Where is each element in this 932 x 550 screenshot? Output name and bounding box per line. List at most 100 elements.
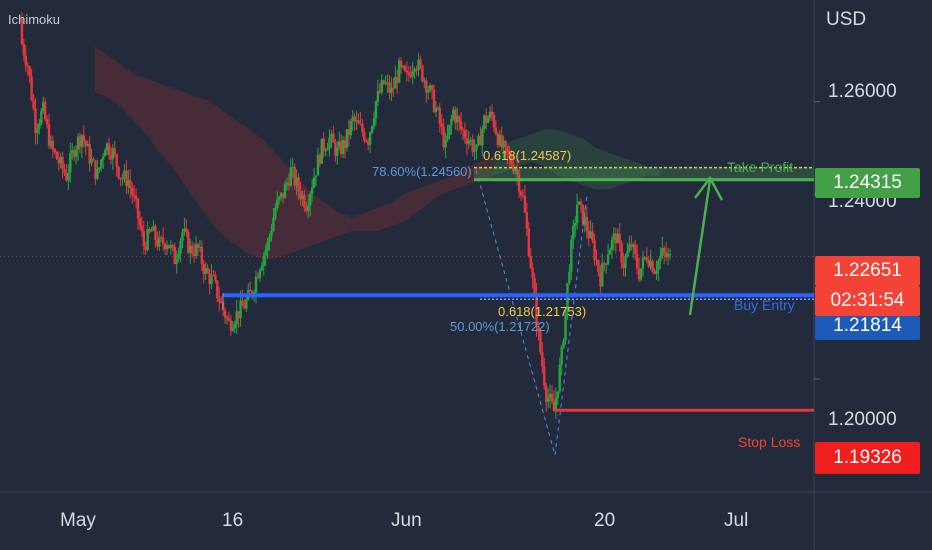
candle-body (359, 123, 362, 125)
candle-body (76, 136, 80, 150)
candle-body (488, 111, 492, 119)
candle-body (419, 59, 422, 66)
candle-body (330, 133, 333, 138)
candle-body (448, 124, 451, 136)
ichimoku-cloud-segment (172, 87, 185, 185)
candle-body (630, 244, 633, 248)
projection-arrow-shaft (688, 179, 712, 316)
candle-body (595, 259, 598, 261)
candle-body (363, 132, 366, 141)
candle-body (80, 135, 84, 147)
candle-body (452, 109, 455, 119)
candle-body (624, 256, 627, 268)
candle-body (55, 152, 58, 160)
candle-body (258, 270, 262, 279)
candle-body (61, 156, 64, 169)
candle-body (572, 225, 575, 240)
candle-body (508, 153, 511, 157)
candle-body (204, 268, 207, 274)
candle-body (417, 59, 420, 71)
candle-body (132, 195, 136, 197)
candle-body (53, 149, 57, 153)
candle-body (107, 143, 111, 156)
ichimoku-cloud-segment (133, 73, 147, 135)
ichimoku-cloud-segment (390, 194, 404, 227)
candle-body (194, 244, 198, 256)
buy-entry-price-tag: 1.21814 (815, 316, 920, 340)
candle-body (158, 237, 161, 247)
currency-label: USD (826, 9, 867, 30)
candle-body (218, 298, 221, 303)
candle-body (237, 311, 240, 319)
candle-body (622, 263, 625, 268)
take-profit-label: Take Profit (727, 159, 794, 175)
ichimoku-cloud-segment (582, 138, 596, 190)
candle-body (645, 257, 648, 261)
candle-body (461, 129, 465, 131)
candle-body (57, 159, 60, 164)
candle-body (30, 76, 33, 100)
candle-body (262, 255, 265, 267)
candle-body (560, 347, 563, 365)
candle-body (34, 108, 37, 134)
candle-body (229, 320, 233, 331)
candle-body (285, 182, 289, 185)
candle-body (307, 205, 310, 211)
candle-body (394, 77, 397, 89)
ichimoku-cloud-segment (326, 203, 339, 241)
candle-body (324, 150, 327, 152)
candle-body (413, 69, 416, 72)
candle-body (357, 120, 360, 124)
candle-body (98, 167, 101, 170)
ichimoku-cloud-segment (159, 83, 173, 167)
candle-body (291, 167, 294, 169)
candle-body (26, 65, 29, 67)
ichimoku-cloud-segment (364, 208, 378, 232)
candle-body (425, 80, 428, 93)
candle-body (227, 317, 231, 321)
candle-body (428, 85, 432, 91)
ichimoku-cloud-segment (634, 161, 648, 181)
candle-body (223, 310, 227, 318)
candle-body (502, 141, 505, 148)
candle-body (320, 138, 323, 164)
candle-body (620, 243, 623, 264)
candle-body (341, 140, 345, 154)
candle-body (463, 130, 467, 138)
candle-body (71, 150, 74, 154)
candle-body (140, 225, 144, 232)
fib-top-pct-label: 78.60%(1.24560) (372, 164, 472, 179)
candle-body (303, 194, 306, 208)
candle-body (587, 230, 590, 238)
candle-body (349, 121, 353, 136)
candle-body (47, 124, 51, 147)
candle-body (409, 74, 412, 77)
candle-body (440, 123, 443, 127)
ichimoku-cloud-segment (647, 166, 660, 176)
candle-body (368, 132, 372, 145)
candle-body (264, 250, 267, 256)
candle-body (392, 87, 395, 89)
candle-body (214, 275, 217, 281)
candle-body (260, 266, 264, 271)
indicator-label[interactable]: Ichimoku (8, 12, 61, 27)
candle-body (438, 107, 441, 124)
ichimoku-cloud-segment (416, 184, 429, 213)
candle-body (376, 90, 380, 102)
candle-body (382, 80, 385, 84)
candle-body (514, 169, 517, 172)
candle-body (173, 246, 176, 264)
candle-body (219, 302, 223, 304)
candle-body (314, 175, 318, 178)
candle-body (192, 253, 196, 256)
candle-body (281, 192, 285, 199)
ichimoku-cloud-segment (480, 157, 494, 181)
candle-body (577, 201, 581, 205)
candle-body (626, 251, 629, 257)
candle-body (69, 153, 72, 173)
candle-body (36, 128, 39, 134)
candle-body (405, 70, 409, 73)
ichimoku-cloud-segment (287, 166, 301, 255)
